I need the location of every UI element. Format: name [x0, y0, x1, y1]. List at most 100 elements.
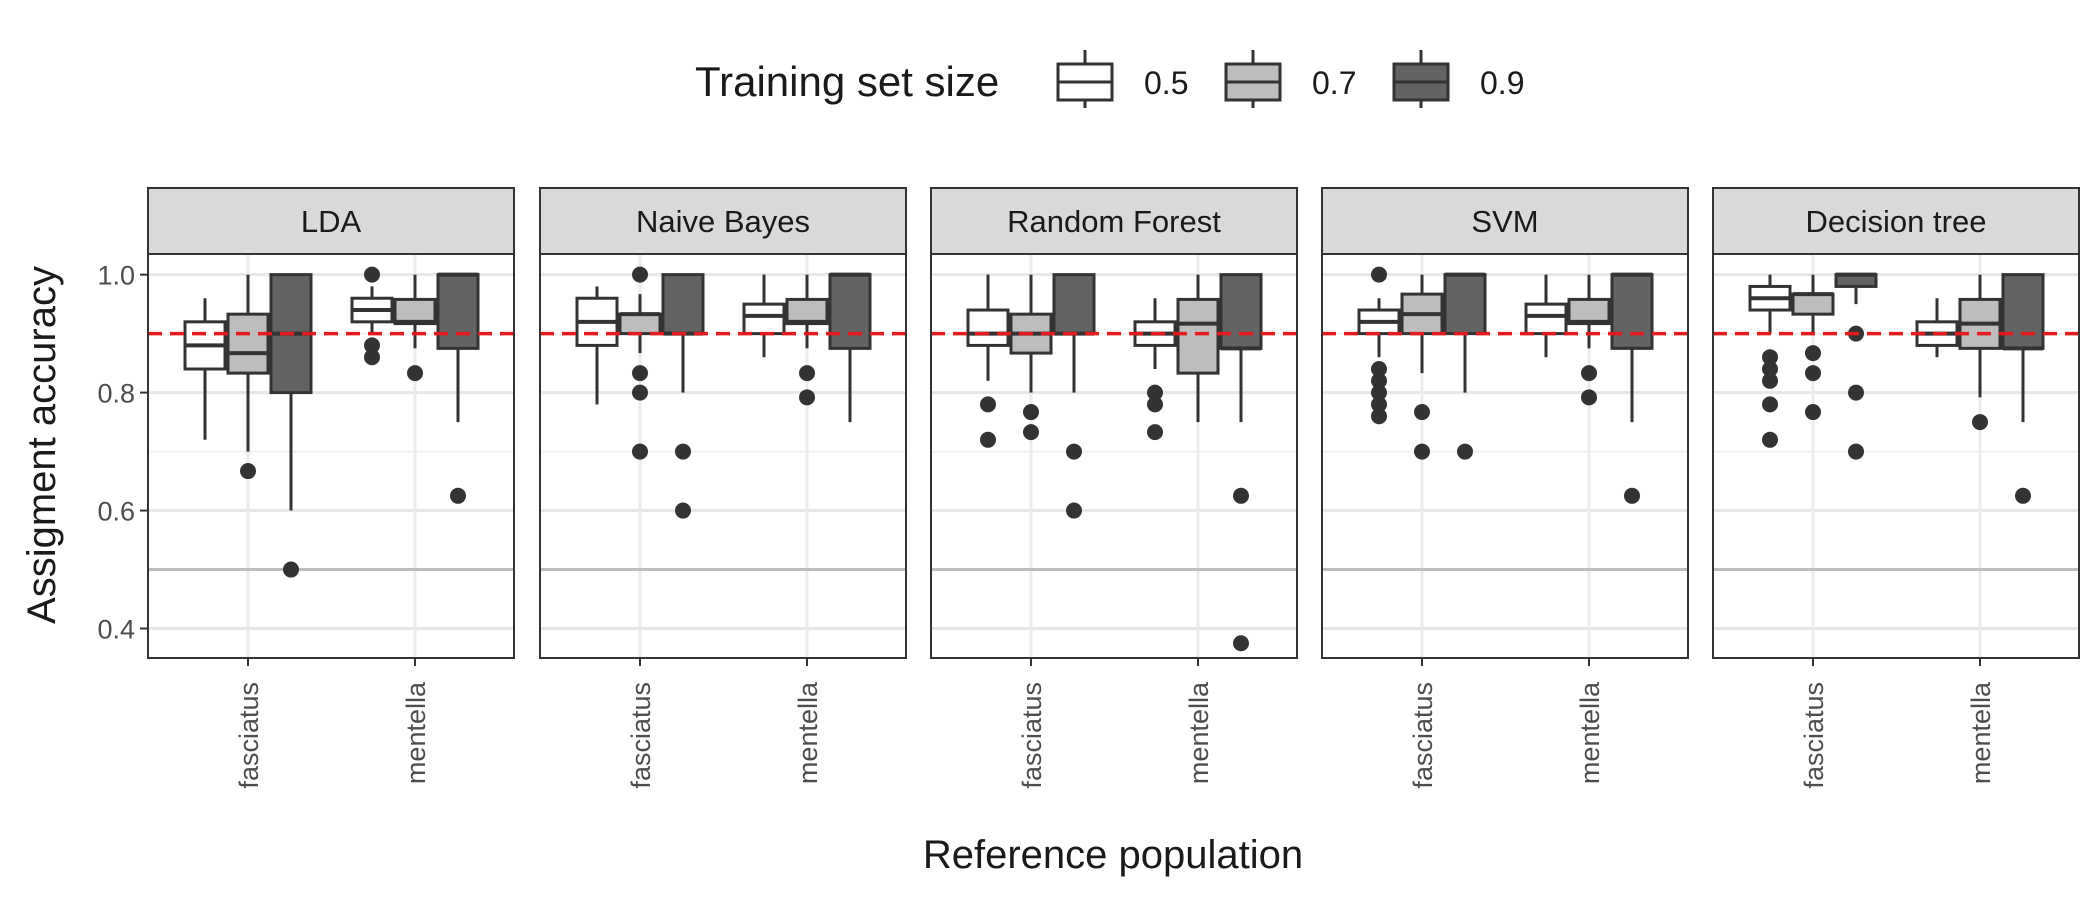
facet-strip-label: Decision tree: [1806, 204, 1987, 239]
outlier-point: [1371, 361, 1387, 378]
outlier-point: [980, 396, 996, 413]
outlier-point: [364, 349, 380, 366]
box-iqr: [1791, 292, 1835, 316]
outlier-point: [1762, 349, 1778, 366]
outlier-point: [980, 431, 996, 448]
x-tick-label: mentella: [401, 681, 431, 784]
box: [1958, 274, 2002, 431]
outlier-point: [1414, 404, 1430, 421]
outlier-point: [1147, 396, 1163, 413]
outlier-point: [364, 266, 380, 283]
x-tick-label: mentella: [1575, 681, 1605, 784]
outlier-point: [675, 502, 691, 519]
panel-border: [1712, 253, 2080, 659]
outlier-point: [1066, 502, 1082, 519]
facet-panel: Random Forest fasciatus mentella: [930, 187, 1298, 789]
outlier-point: [1972, 414, 1988, 431]
y-tick-label: 0.6: [97, 497, 135, 527]
box-iqr: [1052, 273, 1096, 336]
box-iqr: [436, 273, 480, 350]
box: [350, 266, 394, 366]
box-iqr: [1524, 302, 1568, 336]
outlier-point: [450, 487, 466, 504]
box: [1443, 272, 1487, 460]
box: [1219, 273, 1263, 652]
box-iqr: [828, 273, 872, 350]
facet-strip-label: LDA: [301, 204, 362, 239]
facet-panel: Naive Bayes fasciatus mentella: [539, 187, 907, 789]
box: [436, 272, 480, 504]
y-axis: 0.4 0.6 0.8 1.0: [97, 261, 148, 645]
outlier-point: [675, 443, 691, 460]
box: [828, 272, 872, 423]
x-tick-label: fasciatus: [1408, 682, 1438, 789]
facet-strip: [930, 187, 1298, 255]
facet-panel: SVM fasciatus mentella: [1321, 187, 1689, 789]
outlier-point: [799, 365, 815, 382]
box: [785, 274, 829, 406]
legend-title: Training set size: [695, 58, 999, 105]
outlier-point: [1233, 487, 1249, 504]
outlier-point: [1581, 365, 1597, 382]
outlier-point: [1371, 384, 1387, 401]
outlier-point: [1371, 372, 1387, 389]
outlier-point: [1023, 404, 1039, 421]
panel-border: [1321, 253, 1689, 659]
box: [1834, 272, 1878, 460]
box: [575, 286, 619, 405]
x-tick-label: mentella: [1184, 681, 1214, 784]
box: [393, 274, 437, 382]
legend-label: 0.9: [1480, 65, 1524, 101]
facet-strip-label: SVM: [1471, 204, 1538, 239]
box: [1176, 274, 1220, 423]
panel-border: [930, 253, 1298, 659]
facet-strip: [1321, 187, 1689, 255]
outlier-point: [1414, 443, 1430, 460]
outlier-point: [1371, 266, 1387, 283]
outlier-point: [1805, 365, 1821, 382]
outlier-point: [1581, 389, 1597, 406]
box-iqr: [966, 308, 1010, 347]
facet-strip-label: Naive Bayes: [636, 204, 810, 239]
outlier-point: [364, 337, 380, 354]
box: [1610, 272, 1654, 504]
box: [226, 274, 270, 480]
box: [183, 298, 227, 440]
box: [1357, 266, 1401, 425]
outlier-point: [1147, 384, 1163, 401]
legend-label: 0.5: [1144, 65, 1188, 101]
x-tick-label: fasciatus: [626, 682, 656, 789]
outlier-point: [632, 266, 648, 283]
outlier-point: [632, 443, 648, 460]
box: [966, 274, 1010, 448]
box-iqr: [742, 302, 786, 336]
box-iqr: [1176, 297, 1220, 375]
outlier-point: [283, 561, 299, 578]
box-iqr: [226, 312, 270, 375]
facet-panel: LDA fasciatus mentella: [147, 187, 515, 789]
box-iqr: [1610, 273, 1654, 350]
outlier-point: [1624, 487, 1640, 504]
box: [1567, 274, 1611, 406]
outlier-point: [1762, 431, 1778, 448]
box: [742, 274, 786, 358]
facet-strip: [539, 187, 907, 255]
y-tick-label: 0.4: [97, 615, 135, 645]
outlier-point: [1762, 361, 1778, 378]
outlier-point: [632, 384, 648, 401]
outlier-point: [1233, 635, 1249, 652]
facet-panel: Decision tree fasciatus mentella: [1712, 187, 2080, 789]
x-tick-label: mentella: [1966, 681, 1996, 784]
outlier-point: [1147, 424, 1163, 441]
box: [1400, 274, 1444, 460]
facet-strip: [1712, 187, 2080, 255]
outlier-point: [1023, 424, 1039, 441]
facet-strip: [147, 187, 515, 255]
box: [1052, 273, 1096, 519]
x-axis-title: Reference population: [923, 833, 1303, 877]
panel-border: [147, 253, 515, 659]
outlier-point: [1805, 345, 1821, 362]
legend-label: 0.7: [1312, 65, 1356, 101]
box-iqr: [2001, 273, 2045, 350]
